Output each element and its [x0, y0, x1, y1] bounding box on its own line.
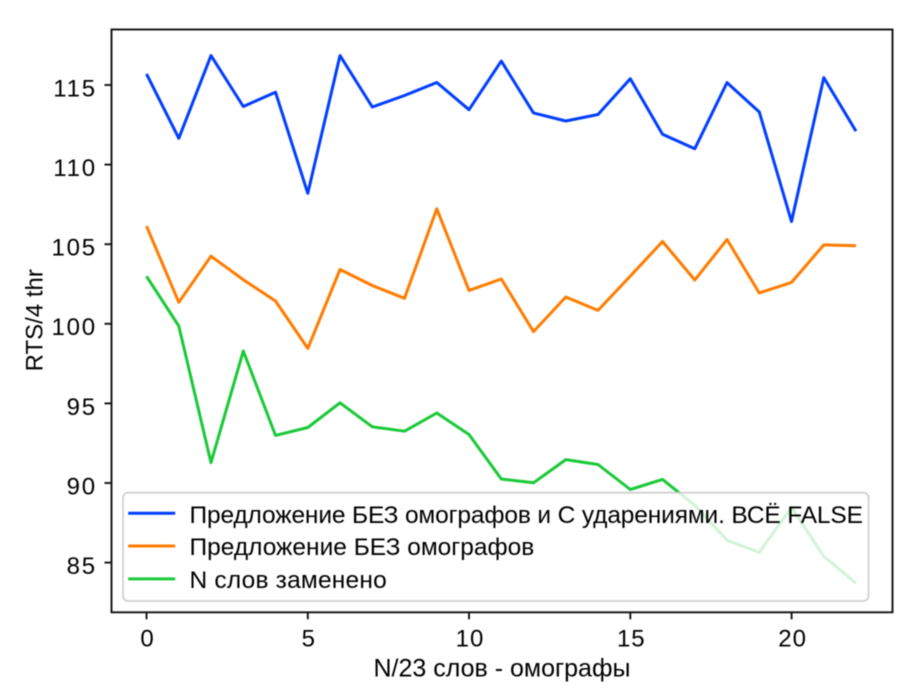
svg-text:Предложение БЕЗ омографов и С: Предложение БЕЗ омографов и С ударениями… — [190, 502, 863, 529]
svg-text:20: 20 — [778, 626, 807, 653]
svg-text:105: 105 — [51, 235, 96, 262]
svg-text:90: 90 — [67, 473, 97, 500]
svg-text:N слов заменено: N слов заменено — [190, 567, 387, 594]
svg-text:10: 10 — [456, 626, 485, 653]
svg-text:RTS/4 thr: RTS/4 thr — [21, 269, 48, 371]
svg-text:N/23 слов - омографы: N/23 слов - омографы — [374, 655, 631, 683]
svg-text:0: 0 — [140, 626, 154, 653]
svg-text:15: 15 — [617, 626, 646, 653]
svg-text:85: 85 — [67, 553, 97, 580]
svg-text:95: 95 — [67, 394, 97, 421]
svg-text:100: 100 — [51, 314, 96, 341]
svg-text:Предложение БЕЗ омографов: Предложение БЕЗ омографов — [190, 534, 535, 561]
svg-text:110: 110 — [53, 155, 97, 182]
svg-text:5: 5 — [302, 626, 316, 653]
svg-text:115: 115 — [53, 75, 97, 102]
